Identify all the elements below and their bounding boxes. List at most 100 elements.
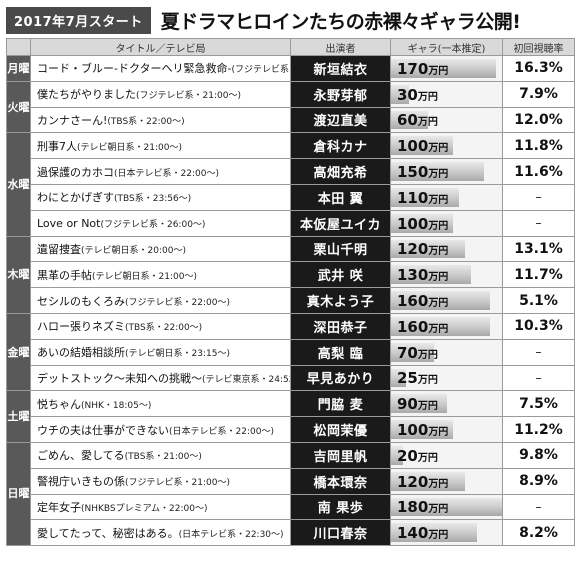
- fee-unit: 万円: [428, 504, 449, 516]
- fee-cell: 30万円: [390, 80, 503, 108]
- broadcast-info: (TBS系・23:56〜): [114, 194, 192, 205]
- drama-title: ウチの夫は仕事ができない: [37, 423, 169, 437]
- table-body: 月曜コード・ブルー-ドクターヘリ緊急救命-(フジテレビ系・21:00〜)新垣結衣…: [6, 55, 575, 547]
- broadcast-info: (テレビ朝日系・21:00〜): [77, 142, 182, 153]
- drama-title: 刑事7人: [37, 139, 77, 153]
- fee-value: 150: [397, 163, 429, 182]
- drama-title: 定年女子: [37, 500, 81, 514]
- rating-value: 11.8%: [502, 132, 575, 160]
- day-label: 火曜: [6, 80, 31, 134]
- fee-value-text: 30万円: [392, 86, 438, 104]
- broadcast-info: (テレビ朝日系・20:00〜): [81, 245, 186, 256]
- broadcast-info: (フジテレビ系・21:00〜): [231, 65, 290, 76]
- fee-bar: [391, 497, 502, 517]
- broadcast-info: (日本テレビ系・22:00〜): [114, 168, 219, 179]
- rating-value: –: [502, 183, 575, 211]
- fee-value-text: 20万円: [392, 447, 438, 465]
- table-row: 水曜 刑事7人(テレビ朝日系・21:00〜) 倉科カナ 100万円 11.8%: [6, 132, 575, 237]
- fee-value-text: 60万円: [392, 111, 438, 129]
- fee-cell: 100万円: [390, 209, 503, 237]
- drama-title: Love or Not: [37, 216, 101, 230]
- drama-title-cell: コード・ブルー-ドクターヘリ緊急救命-(フジテレビ系・21:00〜): [30, 55, 291, 82]
- table-row: 木曜 遺留捜査(テレビ朝日系・20:00〜) 栗山千明 120万円 13.1%: [6, 235, 575, 314]
- fee-value-text: 110万円: [392, 188, 448, 207]
- drama-title-cell: 過保護のカホコ(日本テレビ系・22:00〜): [30, 158, 291, 185]
- fee-value: 160: [397, 292, 429, 311]
- drama-title: ハロー張りネズミ: [37, 320, 125, 334]
- fee-cell: 70万円: [390, 338, 503, 366]
- drama-title-cell: 黒革の手帖(テレビ朝日系・21:00〜): [30, 261, 291, 289]
- broadcast-info: (テレビ朝日系・21:00〜): [92, 271, 197, 282]
- actress-name: 門脇 麦: [290, 390, 391, 418]
- fee-value: 110: [397, 188, 429, 207]
- rating-value: 10.3%: [502, 312, 575, 340]
- fee-bar: [391, 59, 496, 78]
- fee-bar: [391, 471, 465, 491]
- table-row: 金曜 ハロー張りネズミ(TBS系・22:00〜) 深田恭子 160万円 10.3%: [6, 312, 575, 392]
- broadcast-info: (日本テレビ系・22:00〜): [169, 426, 274, 437]
- fee-unit: 万円: [417, 117, 438, 129]
- table-row: わにとかげぎす(TBS系・23:56〜) 本田 翼 110万円 –: [7, 183, 575, 211]
- broadcast-info: (NHK・18:05〜): [81, 400, 152, 411]
- column-header-fee: ギャラ(一本推定): [390, 38, 503, 56]
- table-row: 日曜 ごめん、愛してる(TBS系・21:00〜) 吉岡里帆 20万円 9.8%: [6, 441, 575, 547]
- fee-value-text: 120万円: [392, 473, 448, 491]
- fee-value-text: 170万円: [392, 60, 448, 78]
- header: 2017年7月スタート 夏ドラマヒロインたちの赤裸々ギャラ公開!: [6, 6, 574, 34]
- actress-name: 高畑充希: [290, 158, 391, 185]
- drama-title: 遺留捜査: [37, 242, 81, 256]
- fee-value: 100: [397, 214, 429, 233]
- column-header-title: タイトル／テレビ局: [30, 38, 291, 56]
- fee-cell: 100万円: [390, 132, 503, 160]
- fee-bar: [391, 84, 410, 104]
- fee-cell: 120万円: [390, 235, 503, 263]
- actress-name: 本仮屋ユイカ: [290, 209, 391, 237]
- rating-value: 5.1%: [502, 287, 575, 314]
- fee-cell: 160万円: [390, 312, 503, 340]
- fee-bar: [391, 445, 404, 465]
- drama-title-cell: Love or Not(フジテレビ系・26:00〜): [30, 209, 291, 237]
- fee-cell: 25万円: [390, 364, 503, 392]
- drama-title: 黒革の手帖: [37, 268, 92, 282]
- fee-unit: 万円: [428, 143, 449, 155]
- day-label: 日曜: [6, 441, 31, 547]
- fee-bar: [391, 136, 453, 156]
- rating-value: 7.5%: [502, 390, 575, 418]
- fee-value: 160: [397, 317, 429, 336]
- fee-cell: 170万円: [390, 55, 503, 82]
- fee-value-text: 160万円: [392, 292, 448, 311]
- fee-value: 25: [397, 369, 418, 388]
- actress-name: 早見あかり: [290, 364, 391, 392]
- fee-bar: [391, 420, 453, 439]
- fee-bar: [391, 368, 407, 388]
- actress-name: 永野芽郁: [290, 80, 391, 108]
- drama-title-cell: ごめん、愛してる(TBS系・21:00〜): [30, 441, 291, 469]
- fee-unit: 万円: [417, 375, 438, 387]
- fee-value-text: 180万円: [392, 498, 449, 516]
- drama-title-cell: ハロー張りネズミ(TBS系・22:00〜): [30, 312, 291, 340]
- fee-unit: 万円: [428, 323, 449, 335]
- drama-title-cell: ウチの夫は仕事ができない(日本テレビ系・22:00〜): [30, 416, 291, 443]
- broadcast-info: (日本テレビ系・22:30〜): [178, 529, 284, 540]
- fee-value-text: 100万円: [392, 137, 449, 155]
- drama-title-cell: 刑事7人(テレビ朝日系・21:00〜): [30, 132, 291, 160]
- drama-title: 悦ちゃん: [37, 397, 81, 411]
- fee-bar: [391, 394, 447, 414]
- drama-title: あいの結婚相談所: [37, 346, 125, 360]
- table-row: ウチの夫は仕事ができない(日本テレビ系・22:00〜) 松岡茉優 100万円 11.2…: [7, 416, 575, 443]
- fee-cell: 100万円: [390, 416, 503, 443]
- actress-name: 新垣結衣: [290, 55, 391, 82]
- fee-bar: [391, 239, 465, 259]
- actress-name: 栗山千明: [290, 235, 391, 263]
- drama-title: コード・ブルー-ドクターヘリ緊急救命-: [37, 62, 232, 76]
- fee-value-text: 25万円: [392, 369, 438, 388]
- rating-value: 11.2%: [502, 416, 575, 443]
- column-header-day: [6, 38, 31, 56]
- fee-unit: 万円: [417, 349, 438, 361]
- actress-name: 松岡茉優: [290, 416, 391, 443]
- fee-unit: 万円: [428, 427, 449, 439]
- fee-unit: 万円: [428, 246, 449, 258]
- drama-title-cell: 僕たちがやりました(フジテレビ系・21:00〜): [30, 80, 291, 108]
- drama-fee-table: タイトル／テレビ局 出演者 ギャラ(一本推定) 初回視聴率 月曜 コード・ブルー-…: [6, 38, 575, 547]
